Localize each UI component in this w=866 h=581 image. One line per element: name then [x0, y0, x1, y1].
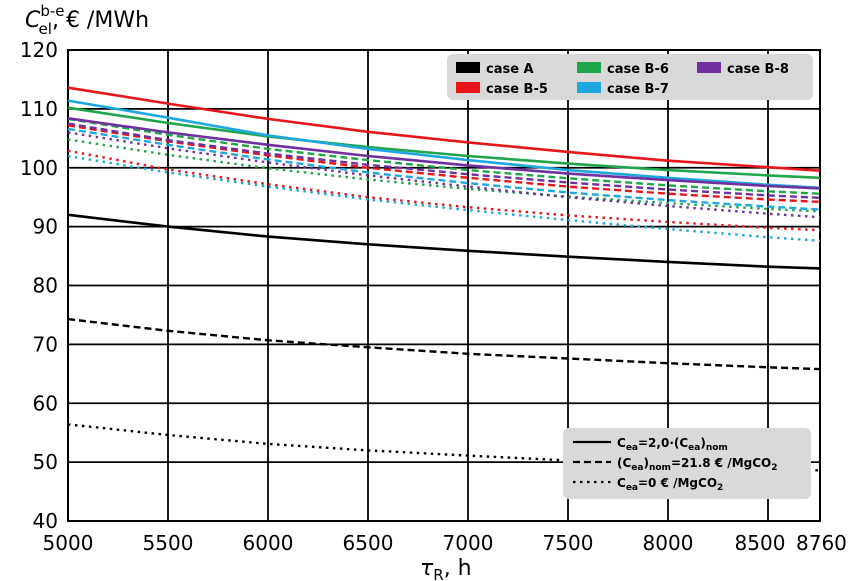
style-legend-box — [563, 428, 811, 499]
x-tick-label: 8760 — [796, 531, 847, 555]
case-legend: case A case B-5 case B-6 case B-7 case B-8 — [447, 54, 813, 100]
x-tick-label: 6000 — [243, 531, 294, 555]
legend-swatch-case-a — [456, 62, 480, 73]
series-case-b-5-solid — [67, 86, 821, 172]
tick-labels: 5000 5500 6000 6500 7000 7500 8000 8500 8760 40 50… — [20, 38, 847, 555]
x-tick-label: 7500 — [543, 531, 594, 555]
legend-label-case-a: case A — [486, 62, 534, 77]
legend-label-dotted: Cea=0 € /MgCO2 — [617, 476, 723, 493]
y-axis-label: Cb-e el, € /MWh — [25, 2, 149, 38]
series-case-b-6-solid — [67, 106, 821, 180]
series-case-b-7-dashed — [67, 127, 821, 211]
series-case-b-8-dotted — [67, 131, 821, 219]
y-tick-label: 60 — [33, 391, 58, 415]
y-tick-label: 70 — [33, 332, 58, 356]
series-case-a-dashed — [67, 317, 821, 371]
legend-label-dashed: (Cea)nom=21.8 € /MgCO2 — [617, 456, 778, 473]
legend-label-case-b-5: case B-5 — [486, 82, 548, 97]
series-case-a-solid — [67, 213, 821, 270]
series-group — [67, 86, 821, 472]
series-case-b-5-dashed — [67, 124, 821, 204]
x-tick-label: 7000 — [443, 531, 494, 555]
series-case-b-8-dashed — [67, 122, 821, 199]
y-tick-label: 120 — [20, 38, 58, 62]
x-tick-label: 5500 — [143, 531, 194, 555]
line-style-legend: Cea=2,0·(Cea)nom (Cea)nom=21.8 € /MgCO2 Ce… — [563, 428, 811, 499]
series-case-b-6-dotted — [67, 138, 821, 213]
series-case-b-7-dotted — [67, 154, 821, 242]
legend-label-case-b-8: case B-8 — [727, 62, 789, 77]
series-case-b-6-dashed — [67, 117, 821, 195]
y-tick-label: 90 — [33, 215, 58, 239]
x-tick-label: 6500 — [343, 531, 394, 555]
y-tick-label: 40 — [33, 509, 58, 533]
legend-label-case-b-6: case B-6 — [607, 62, 669, 77]
legend-swatch-case-b-5 — [456, 82, 480, 93]
y-tick-label: 80 — [33, 274, 58, 298]
series-case-b-8-solid — [67, 117, 821, 190]
x-axis-label: τR, h — [420, 556, 472, 581]
legend-label-case-b-7: case B-7 — [607, 82, 669, 97]
case-legend-box — [447, 54, 813, 100]
series-case-b-5-dotted — [67, 149, 821, 232]
y-tick-label: 110 — [20, 97, 58, 121]
y-tick-label: 50 — [33, 450, 58, 474]
x-tick-label: 8000 — [643, 531, 694, 555]
legend-swatch-case-b-8 — [697, 62, 721, 73]
series-case-b-7-solid — [67, 99, 821, 190]
x-tick-label: 5000 — [43, 531, 94, 555]
y-tick-label: 100 — [20, 156, 58, 180]
x-tick-label: 8500 — [735, 531, 786, 555]
legend-label-solid: Cea=2,0·(Cea)nom — [617, 436, 728, 453]
grid — [67, 49, 821, 522]
series-case-a-dotted — [67, 423, 821, 472]
legend-swatch-case-b-6 — [577, 62, 601, 73]
legend-swatch-case-b-7 — [577, 82, 601, 93]
plot-frame — [67, 49, 821, 522]
axis-labels: Cb-e el, € /MWh τR, h — [25, 2, 472, 581]
